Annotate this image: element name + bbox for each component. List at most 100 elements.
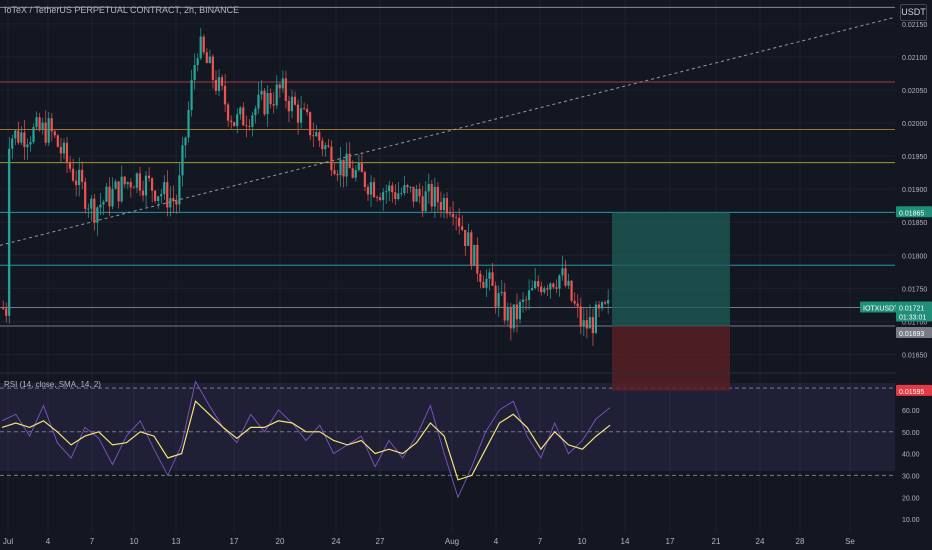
candle-body (190, 80, 193, 110)
candle-body (591, 317, 594, 334)
candle-body (534, 281, 537, 289)
candle-body (546, 288, 549, 290)
candle-body (439, 202, 442, 210)
candle-body (35, 117, 38, 128)
time-tick-label: 27 (376, 537, 385, 546)
candle-body (482, 281, 485, 288)
target-price-tag: 0.01865 (899, 210, 924, 217)
candle-body (391, 185, 394, 193)
rsi-tick-label: 20.00 (902, 495, 920, 502)
candle-body (184, 137, 187, 146)
candle-body (494, 285, 497, 307)
candle-body (260, 90, 263, 95)
time-tick-label: 7 (538, 537, 543, 546)
candle-body (150, 178, 154, 191)
time-tick-label: 4 (494, 537, 499, 546)
candle-body (540, 286, 543, 293)
candle-body (236, 114, 239, 127)
candle-body (382, 192, 385, 201)
candle-body (214, 79, 217, 91)
candle-body (388, 185, 391, 192)
grid-lines (0, 0, 895, 533)
candle-body (543, 288, 546, 293)
candle-body (53, 131, 56, 136)
candle-body (324, 145, 327, 150)
candle-body (524, 299, 528, 301)
candle-body (74, 180, 78, 186)
candle-body (309, 112, 312, 136)
candle-body (217, 77, 221, 91)
rsi-tick-label: 30.00 (902, 473, 920, 480)
candle-body (512, 304, 515, 329)
candle-body (105, 186, 108, 202)
time-tick-label: 10 (130, 537, 139, 546)
candle-body (503, 291, 506, 321)
candle-body (403, 185, 406, 193)
price-axis-bg (896, 0, 932, 533)
candle-body (448, 213, 452, 215)
candle-body (458, 217, 461, 227)
entry-price-tag: 0.01693 (899, 331, 924, 338)
candle-body (549, 283, 552, 290)
candle-body (87, 208, 90, 210)
candle-body (275, 84, 278, 106)
rsi-tick-label: 50.00 (902, 430, 920, 437)
candle-body (409, 186, 412, 188)
time-tick-label: 10 (578, 537, 587, 546)
candle-body (123, 176, 126, 185)
candle-body (266, 93, 269, 115)
candle-body (293, 96, 297, 105)
candle-body (254, 108, 257, 116)
candle-body (93, 198, 96, 223)
candle-body (336, 174, 339, 176)
candle-body (302, 108, 306, 110)
candle-body (421, 196, 424, 212)
time-tick-label: 21 (712, 537, 721, 546)
candle-body (278, 84, 281, 89)
price-tick-label: 0.01950 (902, 154, 927, 161)
candle-body (306, 108, 309, 113)
price-tick-label: 0.01750 (902, 286, 927, 293)
candle-body (521, 299, 525, 303)
time-tick-label: 24 (756, 537, 765, 546)
stop-price-tag: 0.01595 (899, 389, 924, 396)
countdown-tag-bg (896, 310, 932, 322)
candle-body (99, 204, 102, 208)
candle-body (193, 65, 196, 81)
candles (2, 27, 610, 347)
candle-body (515, 304, 518, 320)
candle-body (342, 159, 345, 177)
candle-body (436, 186, 439, 203)
candle-body (65, 142, 69, 162)
candle-body (281, 78, 284, 89)
currency-button[interactable]: USDT (900, 4, 927, 21)
candle-body (96, 207, 99, 223)
candle-body (114, 181, 117, 189)
rsi-tick-label: 60.00 (902, 408, 920, 415)
candle-body (470, 232, 473, 266)
candle-body (588, 317, 591, 329)
candle-body (430, 184, 433, 207)
candle-body (576, 303, 579, 307)
candle-body (172, 198, 175, 202)
candle-body (467, 232, 470, 246)
candle-body (141, 190, 145, 196)
candle-body (272, 104, 275, 106)
candle-body (488, 272, 491, 279)
countdown-tag: 01:33:01 (899, 315, 926, 322)
candle-body (424, 191, 427, 212)
candle-body (202, 36, 205, 53)
candle-body (372, 182, 376, 198)
trendline (0, 16, 896, 246)
candle-body (38, 117, 41, 130)
price-tick-label: 0.01850 (902, 220, 927, 227)
candle-body (26, 144, 29, 148)
price-tick-label: 0.01700 (902, 319, 927, 326)
candle-body (208, 56, 211, 64)
time-tick-label: 17 (666, 537, 675, 546)
candle-body (573, 300, 576, 304)
price-tags: 0.01865 IOTXUSDT.P0.01721 01:33:01 0.01693 0… (860, 206, 932, 396)
candle-body (290, 96, 293, 112)
price-tick-label: 0.02050 (902, 88, 927, 95)
